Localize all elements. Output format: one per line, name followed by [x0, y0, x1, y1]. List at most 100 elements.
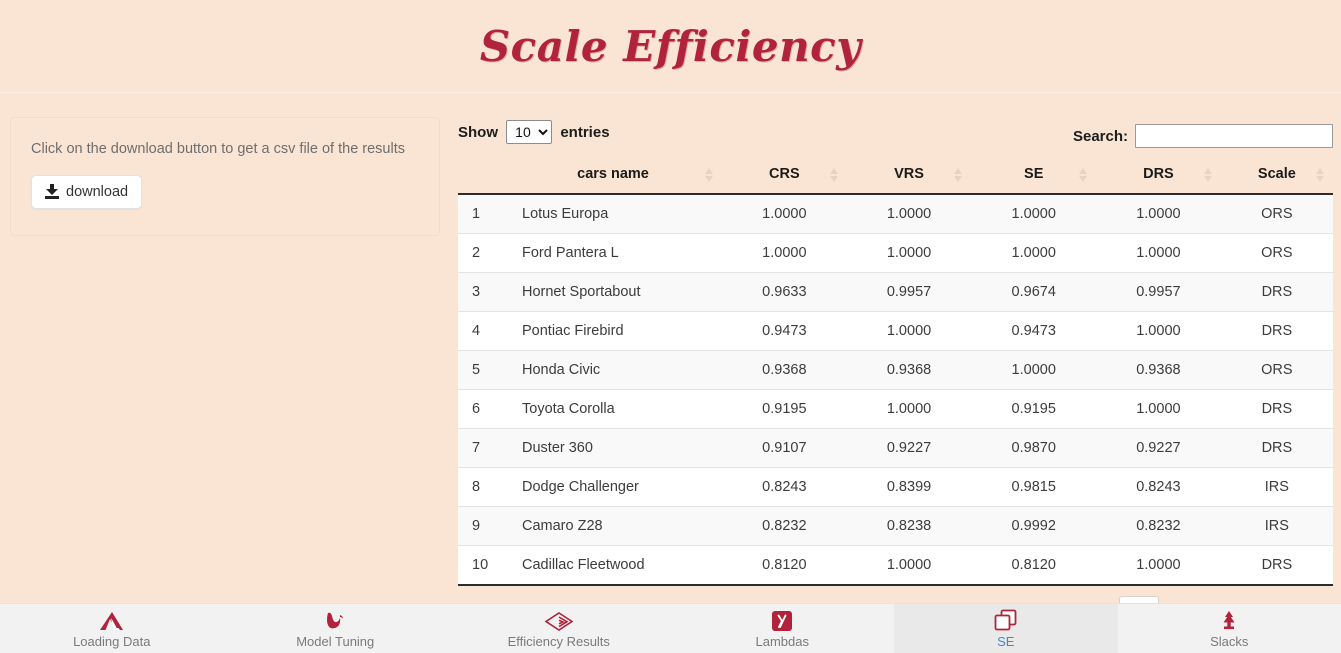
cell-car-name: Pontiac Firebird [504, 311, 722, 351]
cell-car-name: Duster 360 [504, 428, 722, 468]
column-label: DRS [1143, 166, 1174, 182]
results-table-column: Show 10 entries Search: cars name [450, 93, 1341, 628]
cell-scale: DRS [1220, 545, 1333, 586]
cell-vrs: 1.0000 [846, 389, 972, 429]
cell-index: 9 [458, 506, 504, 546]
cell-car-name: Toyota Corolla [504, 389, 722, 429]
cell-se: 0.9473 [971, 311, 1097, 351]
cell-vrs: 0.9227 [846, 428, 972, 468]
cell-crs: 1.0000 [722, 194, 847, 234]
sort-arrows-icon[interactable] [829, 167, 839, 183]
cell-index: 7 [458, 428, 504, 468]
column-header-se[interactable]: SE [971, 157, 1097, 195]
column-header-cars-name[interactable]: cars name [504, 157, 722, 195]
table-row[interactable]: 2 Ford Pantera L 1.0000 1.0000 1.0000 1.0000 O… [458, 233, 1333, 273]
nav-item-label: Efficiency Results [507, 633, 610, 649]
cell-scale: DRS [1220, 428, 1333, 468]
download-button-label: download [66, 183, 129, 200]
column-header-scale[interactable]: Scale [1220, 157, 1333, 195]
cell-se: 0.9870 [971, 428, 1097, 468]
column-header-crs[interactable]: CRS [722, 157, 847, 195]
column-label: VRS [894, 166, 924, 182]
column-label: CRS [769, 166, 800, 182]
nav-item-slacks[interactable]: Slacks [1118, 604, 1341, 653]
table-body: 1 Lotus Europa 1.0000 1.0000 1.0000 1.0000 ORS… [458, 194, 1333, 586]
cell-drs: 0.8232 [1096, 506, 1221, 546]
cell-crs: 0.8120 [722, 545, 847, 586]
column-label: cars name [577, 166, 649, 182]
cell-scale: ORS [1220, 350, 1333, 390]
cell-vrs: 0.8238 [846, 506, 972, 546]
table-row[interactable]: 10 Cadillac Fleetwood 0.8120 1.0000 0.8120 1.… [458, 545, 1333, 586]
cell-scale: ORS [1220, 194, 1333, 234]
cell-crs: 0.9633 [722, 272, 847, 312]
table-row[interactable]: 6 Toyota Corolla 0.9195 1.0000 0.9195 1.0000 D… [458, 389, 1333, 429]
table-row[interactable]: 3 Hornet Sportabout 0.9633 0.9957 0.9674 0.99… [458, 272, 1333, 312]
search-input[interactable] [1135, 124, 1333, 148]
sort-arrows-icon[interactable] [1316, 167, 1325, 183]
cell-vrs: 1.0000 [846, 311, 972, 351]
cell-se: 0.9992 [971, 506, 1097, 546]
cell-index: 5 [458, 350, 504, 390]
cell-se: 1.0000 [971, 194, 1097, 234]
sort-arrows-icon[interactable] [705, 167, 714, 183]
show-label: Show [458, 124, 498, 141]
nav-item-efficiency-results[interactable]: Efficiency Results [447, 604, 671, 653]
table-row[interactable]: 9 Camaro Z28 0.8232 0.8238 0.9992 0.8232 IRS [458, 506, 1333, 546]
nav-item-model-tuning[interactable]: Model Tuning [224, 604, 448, 653]
download-panel: Click on the download button to get a cs… [10, 117, 440, 236]
cell-car-name: Honda Civic [504, 350, 722, 390]
cell-se: 0.9195 [971, 389, 1097, 429]
cell-car-name: Camaro Z28 [504, 506, 722, 546]
cell-car-name: Hornet Sportabout [504, 272, 722, 312]
table-row[interactable]: 5 Honda Civic 0.9368 0.9368 1.0000 0.9368 ORS [458, 350, 1333, 390]
cell-vrs: 1.0000 [846, 233, 972, 273]
page-length-select[interactable]: 10 [506, 120, 553, 144]
page-title: Scale Efficiency [479, 21, 862, 71]
table-row[interactable]: 8 Dodge Challenger 0.8243 0.8399 0.9815 0.824… [458, 467, 1333, 507]
cell-drs: 0.9957 [1096, 272, 1221, 312]
cell-crs: 1.0000 [722, 233, 847, 273]
sort-arrows-icon[interactable] [954, 167, 963, 183]
cell-crs: 0.9195 [722, 389, 847, 429]
cell-crs: 0.8243 [722, 467, 847, 507]
column-header-vrs[interactable]: VRS [846, 157, 972, 195]
download-button[interactable]: download [31, 174, 143, 209]
results-table: cars name CRS VRS SE [458, 157, 1333, 586]
nav-item-loading-data[interactable]: Loading Data [0, 604, 224, 653]
search-control: Search: [1073, 124, 1333, 148]
sort-arrows-icon[interactable] [1203, 167, 1213, 183]
main-content: Click on the download button to get a cs… [0, 93, 1341, 628]
cell-drs: 1.0000 [1096, 545, 1221, 586]
lambda-icon [771, 610, 793, 632]
column-header-drs[interactable]: DRS [1096, 157, 1221, 195]
table-row[interactable]: 7 Duster 360 0.9107 0.9227 0.9870 0.9227 DRS [458, 428, 1333, 468]
table-row[interactable]: 4 Pontiac Firebird 0.9473 1.0000 0.9473 1.000… [458, 311, 1333, 351]
nav-item-label: SE [997, 633, 1015, 649]
cell-scale: IRS [1220, 506, 1333, 546]
nav-item-label: Slacks [1210, 633, 1249, 649]
page-header: Scale Efficiency [0, 0, 1341, 93]
search-label: Search: [1072, 127, 1128, 145]
nav-item-label: Lambdas [755, 633, 809, 649]
cell-vrs: 0.9957 [846, 272, 972, 312]
cell-se: 0.9674 [971, 272, 1097, 312]
nav-item-se[interactable]: SE [894, 604, 1118, 653]
cell-car-name: Ford Pantera L [504, 233, 722, 273]
cell-index: 2 [458, 233, 504, 273]
nav-item-label: Model Tuning [296, 633, 375, 649]
cell-car-name: Lotus Europa [504, 194, 722, 234]
table-controls: Show 10 entries Search: [458, 115, 1333, 149]
nav-item-lambdas[interactable]: Lambdas [671, 604, 895, 653]
download-help-text: Click on the download button to get a cs… [31, 141, 405, 157]
cell-drs: 1.0000 [1096, 389, 1221, 429]
table-header-row: cars name CRS VRS SE [458, 157, 1333, 195]
cell-scale: DRS [1220, 311, 1333, 351]
cell-index: 4 [458, 311, 504, 351]
clone-icon [994, 609, 1018, 632]
cell-crs: 0.9107 [722, 428, 847, 468]
cell-crs: 0.9473 [722, 311, 847, 351]
table-row[interactable]: 1 Lotus Europa 1.0000 1.0000 1.0000 1.0000 ORS [458, 194, 1333, 234]
sort-arrows-icon[interactable] [1079, 167, 1088, 183]
